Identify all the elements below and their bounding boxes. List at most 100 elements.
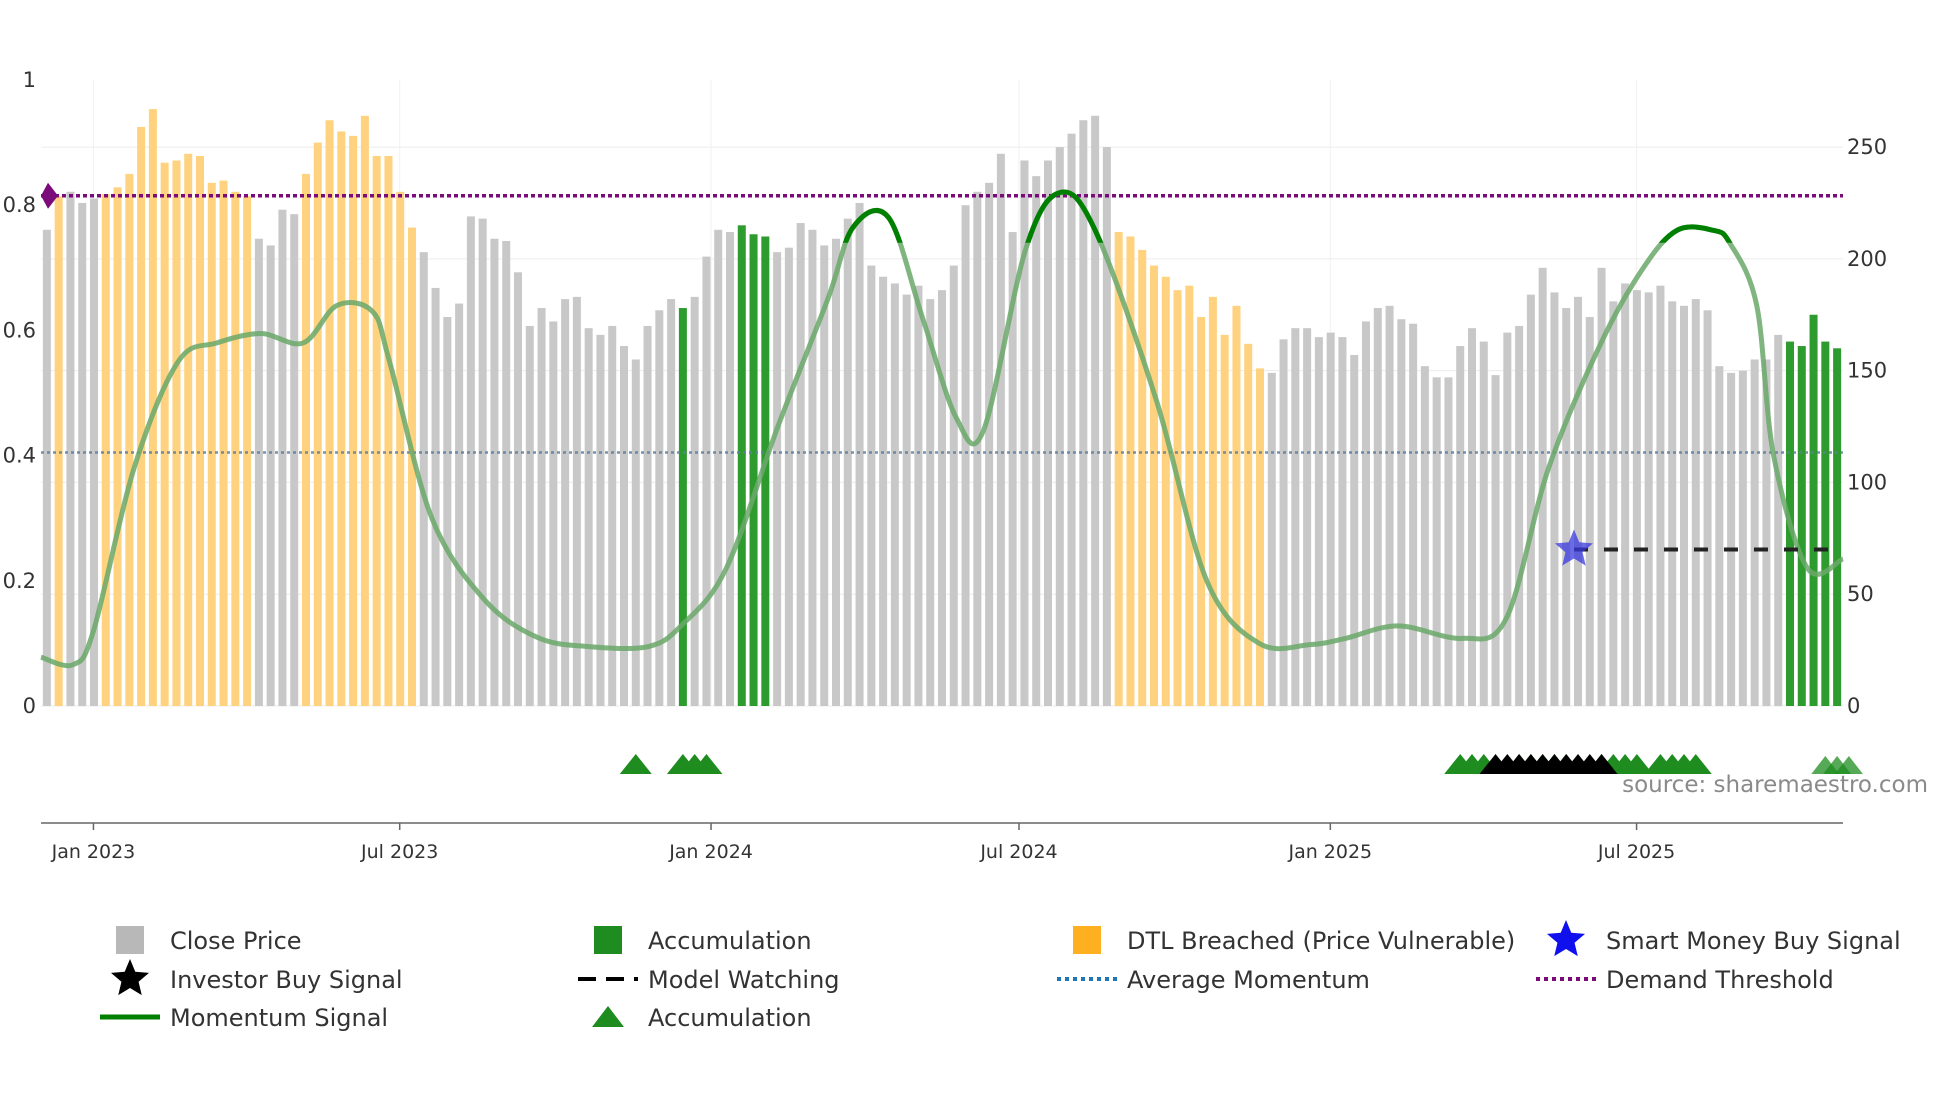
price-bar xyxy=(1585,316,1594,706)
price-bar xyxy=(1267,372,1276,706)
price-bar xyxy=(1091,115,1100,707)
price-bar xyxy=(349,135,358,707)
legend-item: Accumulation xyxy=(592,1004,812,1032)
price-bar xyxy=(1420,366,1429,706)
price-bar xyxy=(243,196,252,706)
price-bar xyxy=(1456,346,1465,706)
price-bar xyxy=(1668,301,1677,706)
legend-item: Investor Buy Signal xyxy=(110,959,403,996)
price-bar xyxy=(54,196,63,706)
price-bar xyxy=(1055,147,1064,707)
price-bar xyxy=(808,229,817,707)
price-bar xyxy=(1008,232,1017,706)
price-bar xyxy=(572,296,581,706)
legend-star-icon xyxy=(1546,920,1586,957)
price-bar xyxy=(1079,120,1088,706)
legend-item: Accumulation xyxy=(594,926,812,955)
price-bar xyxy=(985,182,994,707)
axes: Jan 2023 Jul 2023 Jan 2024 Jul 2024 Jan 2025… xyxy=(3,68,1888,863)
legend-label: Close Price xyxy=(170,927,302,955)
price-bar xyxy=(1632,290,1641,706)
y-left-tick-label: 1 xyxy=(23,68,36,92)
price-bar xyxy=(855,202,864,706)
price-bar xyxy=(1409,323,1418,706)
y-left-tick-label: 0.6 xyxy=(3,318,36,342)
price-bar xyxy=(101,194,110,706)
price-bar xyxy=(1609,301,1618,706)
price-bar xyxy=(1102,147,1111,707)
price-bar xyxy=(667,299,676,706)
price-bar xyxy=(66,191,75,707)
accumulation-triangle xyxy=(619,754,652,774)
price-bar xyxy=(184,153,193,706)
price-bar xyxy=(1727,372,1736,706)
price-bar xyxy=(1043,160,1053,706)
price-bar xyxy=(537,308,546,706)
price-bar xyxy=(172,160,181,706)
price-bar xyxy=(1597,267,1606,706)
momentum-signal xyxy=(40,189,1845,669)
price-bar xyxy=(749,234,758,706)
price-bar xyxy=(1750,359,1759,706)
price-bar xyxy=(1244,343,1253,706)
x-tick-label: Jan 2023 xyxy=(51,841,136,863)
legend-swatch xyxy=(594,926,622,954)
price-bar xyxy=(137,126,146,706)
price-bar xyxy=(1138,249,1147,706)
price-bar xyxy=(231,191,240,707)
price-bar xyxy=(1503,332,1512,706)
price-bar xyxy=(843,218,852,706)
price-bar xyxy=(879,276,888,706)
price-bar xyxy=(996,153,1005,706)
price-bar xyxy=(337,131,346,706)
price-bar xyxy=(678,308,687,706)
price-bar xyxy=(608,325,617,706)
price-bar xyxy=(419,252,428,706)
price-bar xyxy=(1326,332,1335,706)
price-bar xyxy=(1350,354,1359,706)
legend-label: Demand Threshold xyxy=(1606,966,1834,994)
price-bar xyxy=(867,265,876,706)
reference-lines xyxy=(41,194,1843,454)
price-bar xyxy=(1621,283,1630,706)
price-bar xyxy=(690,296,699,706)
price-bar xyxy=(89,198,99,706)
price-bar xyxy=(631,359,640,706)
accumulation-triangle xyxy=(690,754,723,774)
price-bar xyxy=(1385,305,1394,706)
price-bar xyxy=(961,205,970,706)
y-right-tick-label: 50 xyxy=(1847,582,1874,606)
y-left-tick-label: 0.8 xyxy=(3,193,36,217)
price-bar xyxy=(1338,337,1347,706)
price-bar xyxy=(1373,308,1382,706)
price-bar xyxy=(372,156,381,706)
legend-item: DTL Breached (Price Vulnerable) xyxy=(1073,926,1515,955)
price-bar xyxy=(502,240,511,706)
price-bar xyxy=(1491,375,1500,706)
price-bar xyxy=(160,162,169,706)
price-bar xyxy=(1562,308,1571,706)
price-bar xyxy=(360,115,369,707)
price-bar xyxy=(1032,176,1041,706)
y-left-tick-label: 0.2 xyxy=(3,569,36,593)
price-bar xyxy=(937,290,947,706)
price-bar xyxy=(1361,321,1371,706)
price-bar xyxy=(1279,339,1288,706)
price-bar xyxy=(290,214,299,706)
price-bar xyxy=(1467,328,1477,706)
price-bar xyxy=(313,142,322,707)
price-bar xyxy=(1833,348,1842,706)
price-bar xyxy=(902,294,911,706)
price-bar xyxy=(1738,370,1747,706)
price-bar xyxy=(478,218,487,706)
price-bar xyxy=(1232,305,1241,706)
x-tick-label: Jul 2024 xyxy=(979,841,1057,863)
price-bar xyxy=(266,245,275,706)
price-bar xyxy=(1691,299,1700,706)
price-bar xyxy=(219,180,228,706)
price-bar xyxy=(1573,296,1583,706)
price-bar xyxy=(1515,325,1524,706)
price-bar xyxy=(1703,310,1712,706)
price-bar xyxy=(431,287,440,706)
